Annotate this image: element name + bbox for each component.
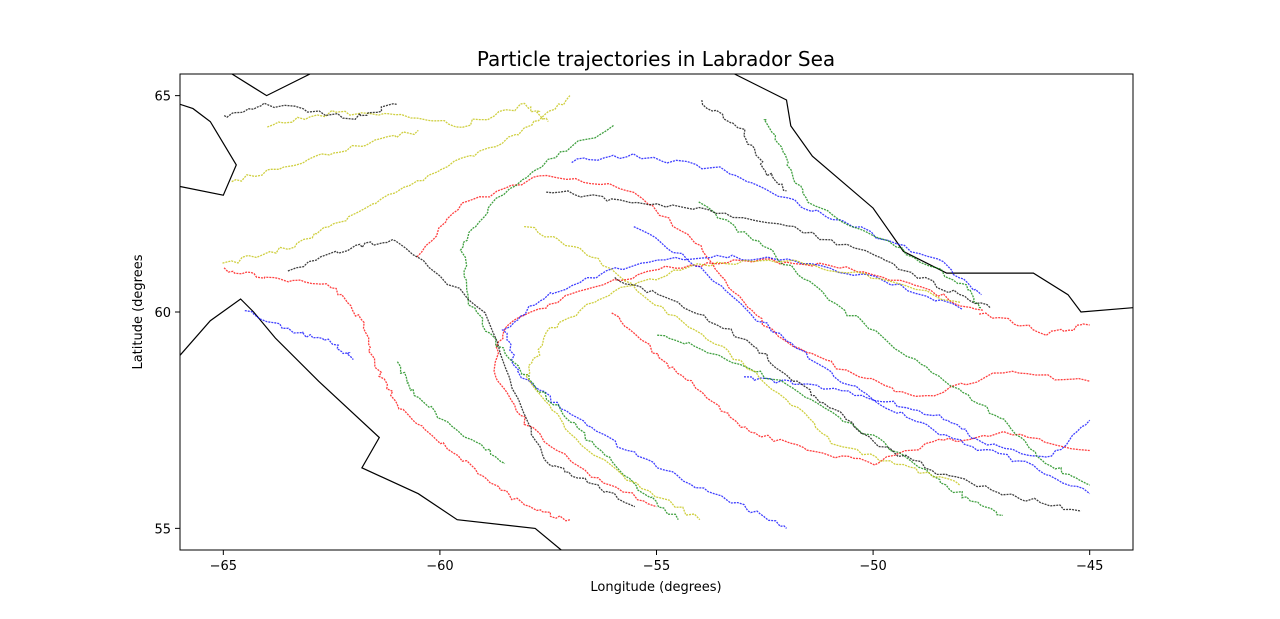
coastline-1 (231, 74, 311, 97)
trajectory-11 (396, 361, 506, 465)
trajectory-4 (979, 312, 1090, 337)
x-tick-label: −55 (643, 559, 670, 574)
trajectory-1 (416, 174, 1090, 397)
coastline-0 (180, 103, 237, 196)
trajectory-7 (633, 226, 1091, 495)
y-tick-label: 65 (154, 90, 171, 105)
x-tick-label: −50 (859, 559, 886, 574)
trajectory-8 (571, 153, 982, 296)
trajectory-22 (546, 190, 991, 309)
trajectory-16 (222, 95, 571, 264)
y-axis-ticks: 55 60 65 (154, 90, 180, 537)
trajectory-21 (287, 238, 636, 508)
trajectory-20 (223, 102, 397, 120)
trajectory-14 (763, 118, 982, 309)
trajectory-24 (701, 99, 787, 192)
plot-background (180, 74, 1133, 550)
coastline-2 (180, 298, 562, 550)
trajectory-18 (524, 225, 961, 486)
x-axis-ticks: −65 −60 −55 −50 −45 (210, 550, 1103, 574)
y-axis-label: Latitude (degrees (131, 254, 146, 369)
trajectory-13 (657, 334, 1004, 517)
trajectory-17 (231, 129, 419, 183)
chart-title: Particle trajectories in Labrador Sea (477, 47, 835, 71)
x-tick-label: −65 (210, 559, 237, 574)
trajectory-layer (222, 95, 1091, 529)
trajectory-2 (611, 312, 1090, 466)
trajectory-19 (524, 259, 961, 521)
x-tick-label: −45 (1076, 559, 1103, 574)
trajectory-15 (267, 102, 549, 128)
coastline-3 (734, 74, 1133, 313)
trajectory-3 (493, 258, 983, 508)
trajectory-6 (501, 254, 963, 529)
y-tick-label: 55 (154, 522, 171, 537)
trajectory-12 (698, 201, 1090, 486)
trajectory-10 (459, 124, 679, 520)
coastline-layer (180, 74, 1133, 550)
y-tick-label: 60 (154, 306, 171, 321)
trajectory-0 (223, 267, 571, 522)
trajectory-23 (614, 276, 1082, 512)
x-tick-label: −60 (426, 559, 453, 574)
trajectory-9 (743, 376, 1091, 458)
x-axis-label: Longitude (degrees) (590, 580, 721, 595)
